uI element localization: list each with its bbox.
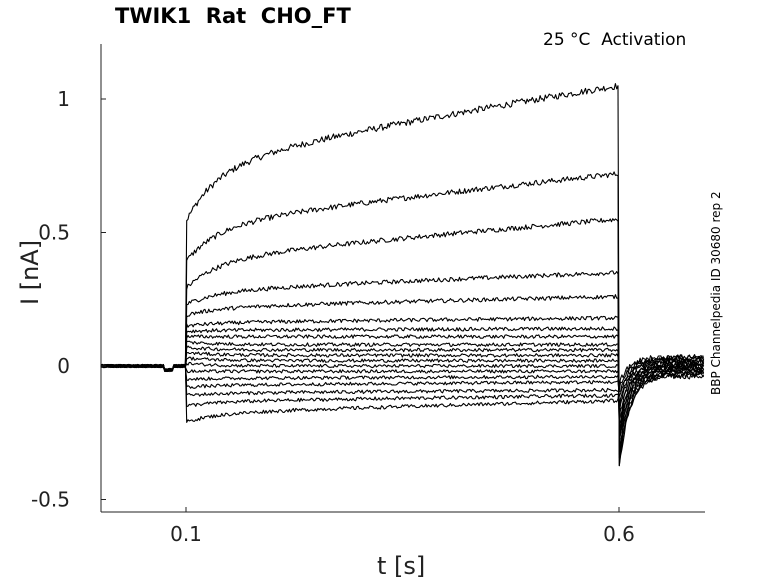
current-trace: [100, 270, 704, 456]
current-trace: [100, 358, 705, 405]
current-trace: [100, 354, 705, 423]
current-trace: [100, 360, 705, 415]
current-trace: [100, 356, 705, 420]
y-tick-label: -0.5: [31, 488, 70, 512]
y-tick-label: 1: [57, 87, 70, 111]
current-trace: [100, 83, 705, 467]
chart-title: TWIK1 Rat CHO_FT: [115, 4, 351, 28]
current-trace: [100, 351, 705, 420]
y-axis-label: I [nA]: [16, 239, 44, 305]
current-trace: [100, 326, 705, 443]
y-tick-label: 0.5: [38, 221, 70, 245]
current-trace: [100, 294, 705, 449]
current-traces: [100, 83, 705, 467]
current-trace: [100, 359, 704, 407]
temperature-protocol-label: 25 °C Activation: [543, 30, 687, 50]
x-tick-label: 0.1: [170, 522, 202, 546]
current-trace: [100, 217, 705, 459]
x-tick-label: 0.6: [603, 522, 635, 546]
current-trace: [100, 315, 705, 443]
axes: [100, 44, 705, 513]
current-trace: [100, 355, 705, 397]
current-trace: [100, 334, 705, 436]
ticks: -0.5 0 0.5 1 0.1 0.6: [31, 87, 635, 546]
current-trace: [100, 171, 705, 467]
current-trace: [100, 345, 705, 425]
current-trace: [100, 356, 705, 397]
source-id-label: BBP Channelpedia ID 30680 rep 2: [709, 191, 723, 395]
x-axis-label: t [s]: [377, 552, 426, 580]
y-tick-label: 0: [57, 354, 70, 378]
current-trace: [100, 354, 704, 408]
current-trace: [100, 340, 704, 432]
